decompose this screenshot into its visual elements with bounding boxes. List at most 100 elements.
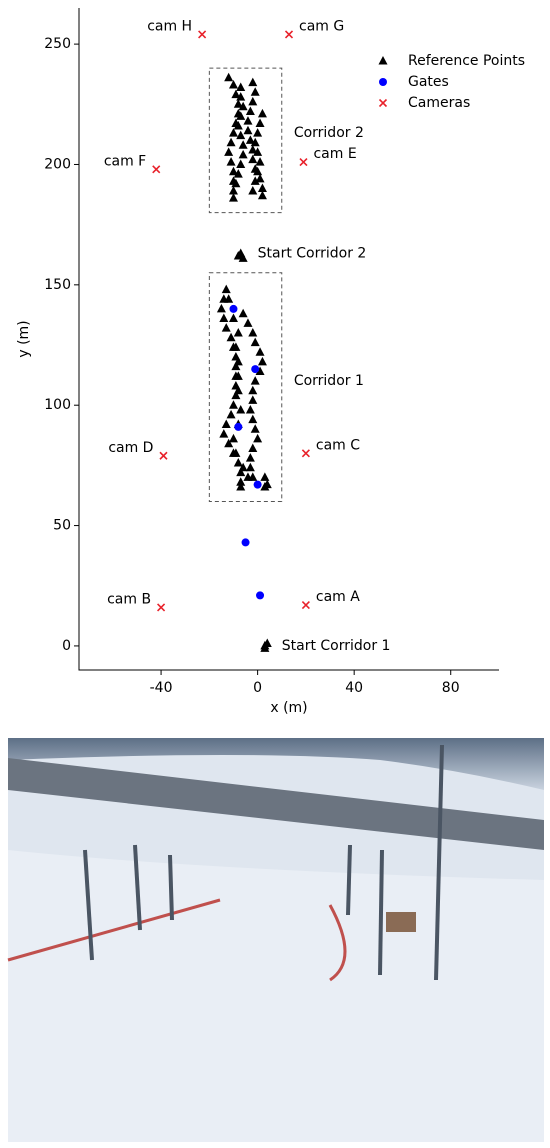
gate bbox=[251, 365, 260, 374]
camera bbox=[284, 30, 294, 39]
reference-point bbox=[231, 390, 241, 400]
reference-point bbox=[233, 356, 243, 366]
reference-point bbox=[253, 166, 263, 176]
camera-label: cam D bbox=[108, 440, 153, 456]
camera-label: cam B bbox=[107, 591, 151, 607]
reference-point bbox=[250, 337, 260, 347]
reference-point bbox=[238, 140, 248, 149]
reference-point bbox=[250, 376, 260, 385]
annotation: Corridor 2 bbox=[294, 125, 364, 141]
reference-point bbox=[236, 405, 246, 414]
photo-poles bbox=[83, 744, 444, 981]
reference-point bbox=[260, 472, 270, 481]
reference-point bbox=[245, 405, 255, 414]
reference-point bbox=[257, 356, 267, 366]
x-tick-label: 80 bbox=[442, 680, 460, 696]
reference-point bbox=[260, 482, 270, 491]
photo bbox=[7, 738, 544, 1142]
reference-point bbox=[257, 108, 267, 118]
reference-point bbox=[233, 120, 243, 130]
reference-point bbox=[238, 101, 248, 111]
reference-point bbox=[233, 457, 243, 467]
reference-point bbox=[233, 99, 243, 108]
photo-fence bbox=[328, 904, 347, 982]
reference-point bbox=[226, 409, 236, 419]
reference-point bbox=[228, 185, 238, 195]
reference-point bbox=[255, 347, 265, 356]
reference-point bbox=[248, 385, 258, 395]
reference-point bbox=[224, 72, 234, 82]
reference-point bbox=[221, 284, 231, 294]
y-tick-label: 200 bbox=[44, 156, 71, 172]
gate bbox=[241, 538, 250, 547]
x-tick-label: 0 bbox=[253, 680, 262, 696]
reference-point bbox=[243, 116, 253, 125]
axes bbox=[78, 8, 499, 671]
reference-point bbox=[236, 159, 246, 168]
reference-point bbox=[236, 467, 246, 477]
reference-point bbox=[248, 77, 258, 87]
reference-point bbox=[245, 453, 255, 462]
reference-point bbox=[243, 318, 253, 327]
annotation: Start Corridor 2 bbox=[258, 246, 367, 262]
camera bbox=[159, 451, 168, 460]
camera-label: cam A bbox=[316, 589, 360, 605]
annotation: Start Corridor 1 bbox=[282, 638, 391, 654]
reference-point bbox=[231, 342, 241, 351]
reference-point bbox=[228, 400, 238, 409]
reference-point bbox=[231, 361, 241, 371]
reference-point bbox=[238, 149, 248, 159]
camera-label: cam C bbox=[316, 437, 360, 453]
reference-point bbox=[257, 183, 267, 193]
reference-point bbox=[238, 462, 248, 472]
reference-point bbox=[224, 147, 234, 156]
reference-point bbox=[228, 80, 238, 89]
y-tick-label: 100 bbox=[44, 397, 71, 413]
legend-label: Reference Points bbox=[408, 53, 525, 69]
camera-label: cam G bbox=[299, 18, 344, 34]
reference-point bbox=[255, 118, 265, 128]
reference-point bbox=[238, 308, 248, 318]
reference-point bbox=[231, 89, 241, 99]
reference-point bbox=[236, 477, 246, 486]
reference-point bbox=[248, 96, 258, 106]
reference-point bbox=[228, 128, 238, 137]
photo-hills bbox=[8, 738, 544, 790]
camera bbox=[198, 30, 207, 39]
photo-fence bbox=[7, 898, 221, 962]
camera bbox=[301, 449, 310, 458]
reference-point bbox=[260, 643, 270, 652]
reference-point bbox=[224, 438, 234, 448]
reference-point bbox=[233, 327, 243, 337]
gate bbox=[253, 480, 262, 489]
reference-point bbox=[248, 472, 258, 481]
x-tick-label: -40 bbox=[150, 680, 173, 696]
reference-point bbox=[248, 443, 258, 453]
x-tick-label: 40 bbox=[345, 680, 363, 696]
gate bbox=[256, 591, 265, 600]
corridor-box bbox=[208, 67, 283, 214]
reference-point bbox=[236, 82, 246, 91]
reference-point bbox=[378, 56, 388, 65]
reference-point bbox=[228, 166, 238, 176]
reference-point bbox=[255, 157, 265, 166]
camera bbox=[378, 98, 388, 108]
x-axis-label: x (m) bbox=[270, 700, 307, 716]
y-tick-label: 50 bbox=[53, 518, 71, 534]
gate bbox=[229, 304, 238, 313]
reference-point bbox=[226, 157, 236, 166]
y-tick-label: 150 bbox=[44, 277, 71, 293]
reference-point bbox=[248, 395, 258, 404]
reference-point bbox=[245, 106, 255, 116]
reference-point bbox=[233, 385, 243, 395]
reference-point bbox=[233, 169, 243, 178]
reference-point bbox=[228, 313, 238, 323]
reference-point bbox=[219, 313, 229, 323]
reference-point bbox=[253, 147, 263, 156]
reference-point bbox=[255, 173, 265, 183]
reference-point bbox=[236, 92, 246, 101]
y-tick-label: 250 bbox=[44, 36, 71, 52]
legend-label: Gates bbox=[408, 74, 449, 90]
reference-point bbox=[219, 429, 229, 438]
